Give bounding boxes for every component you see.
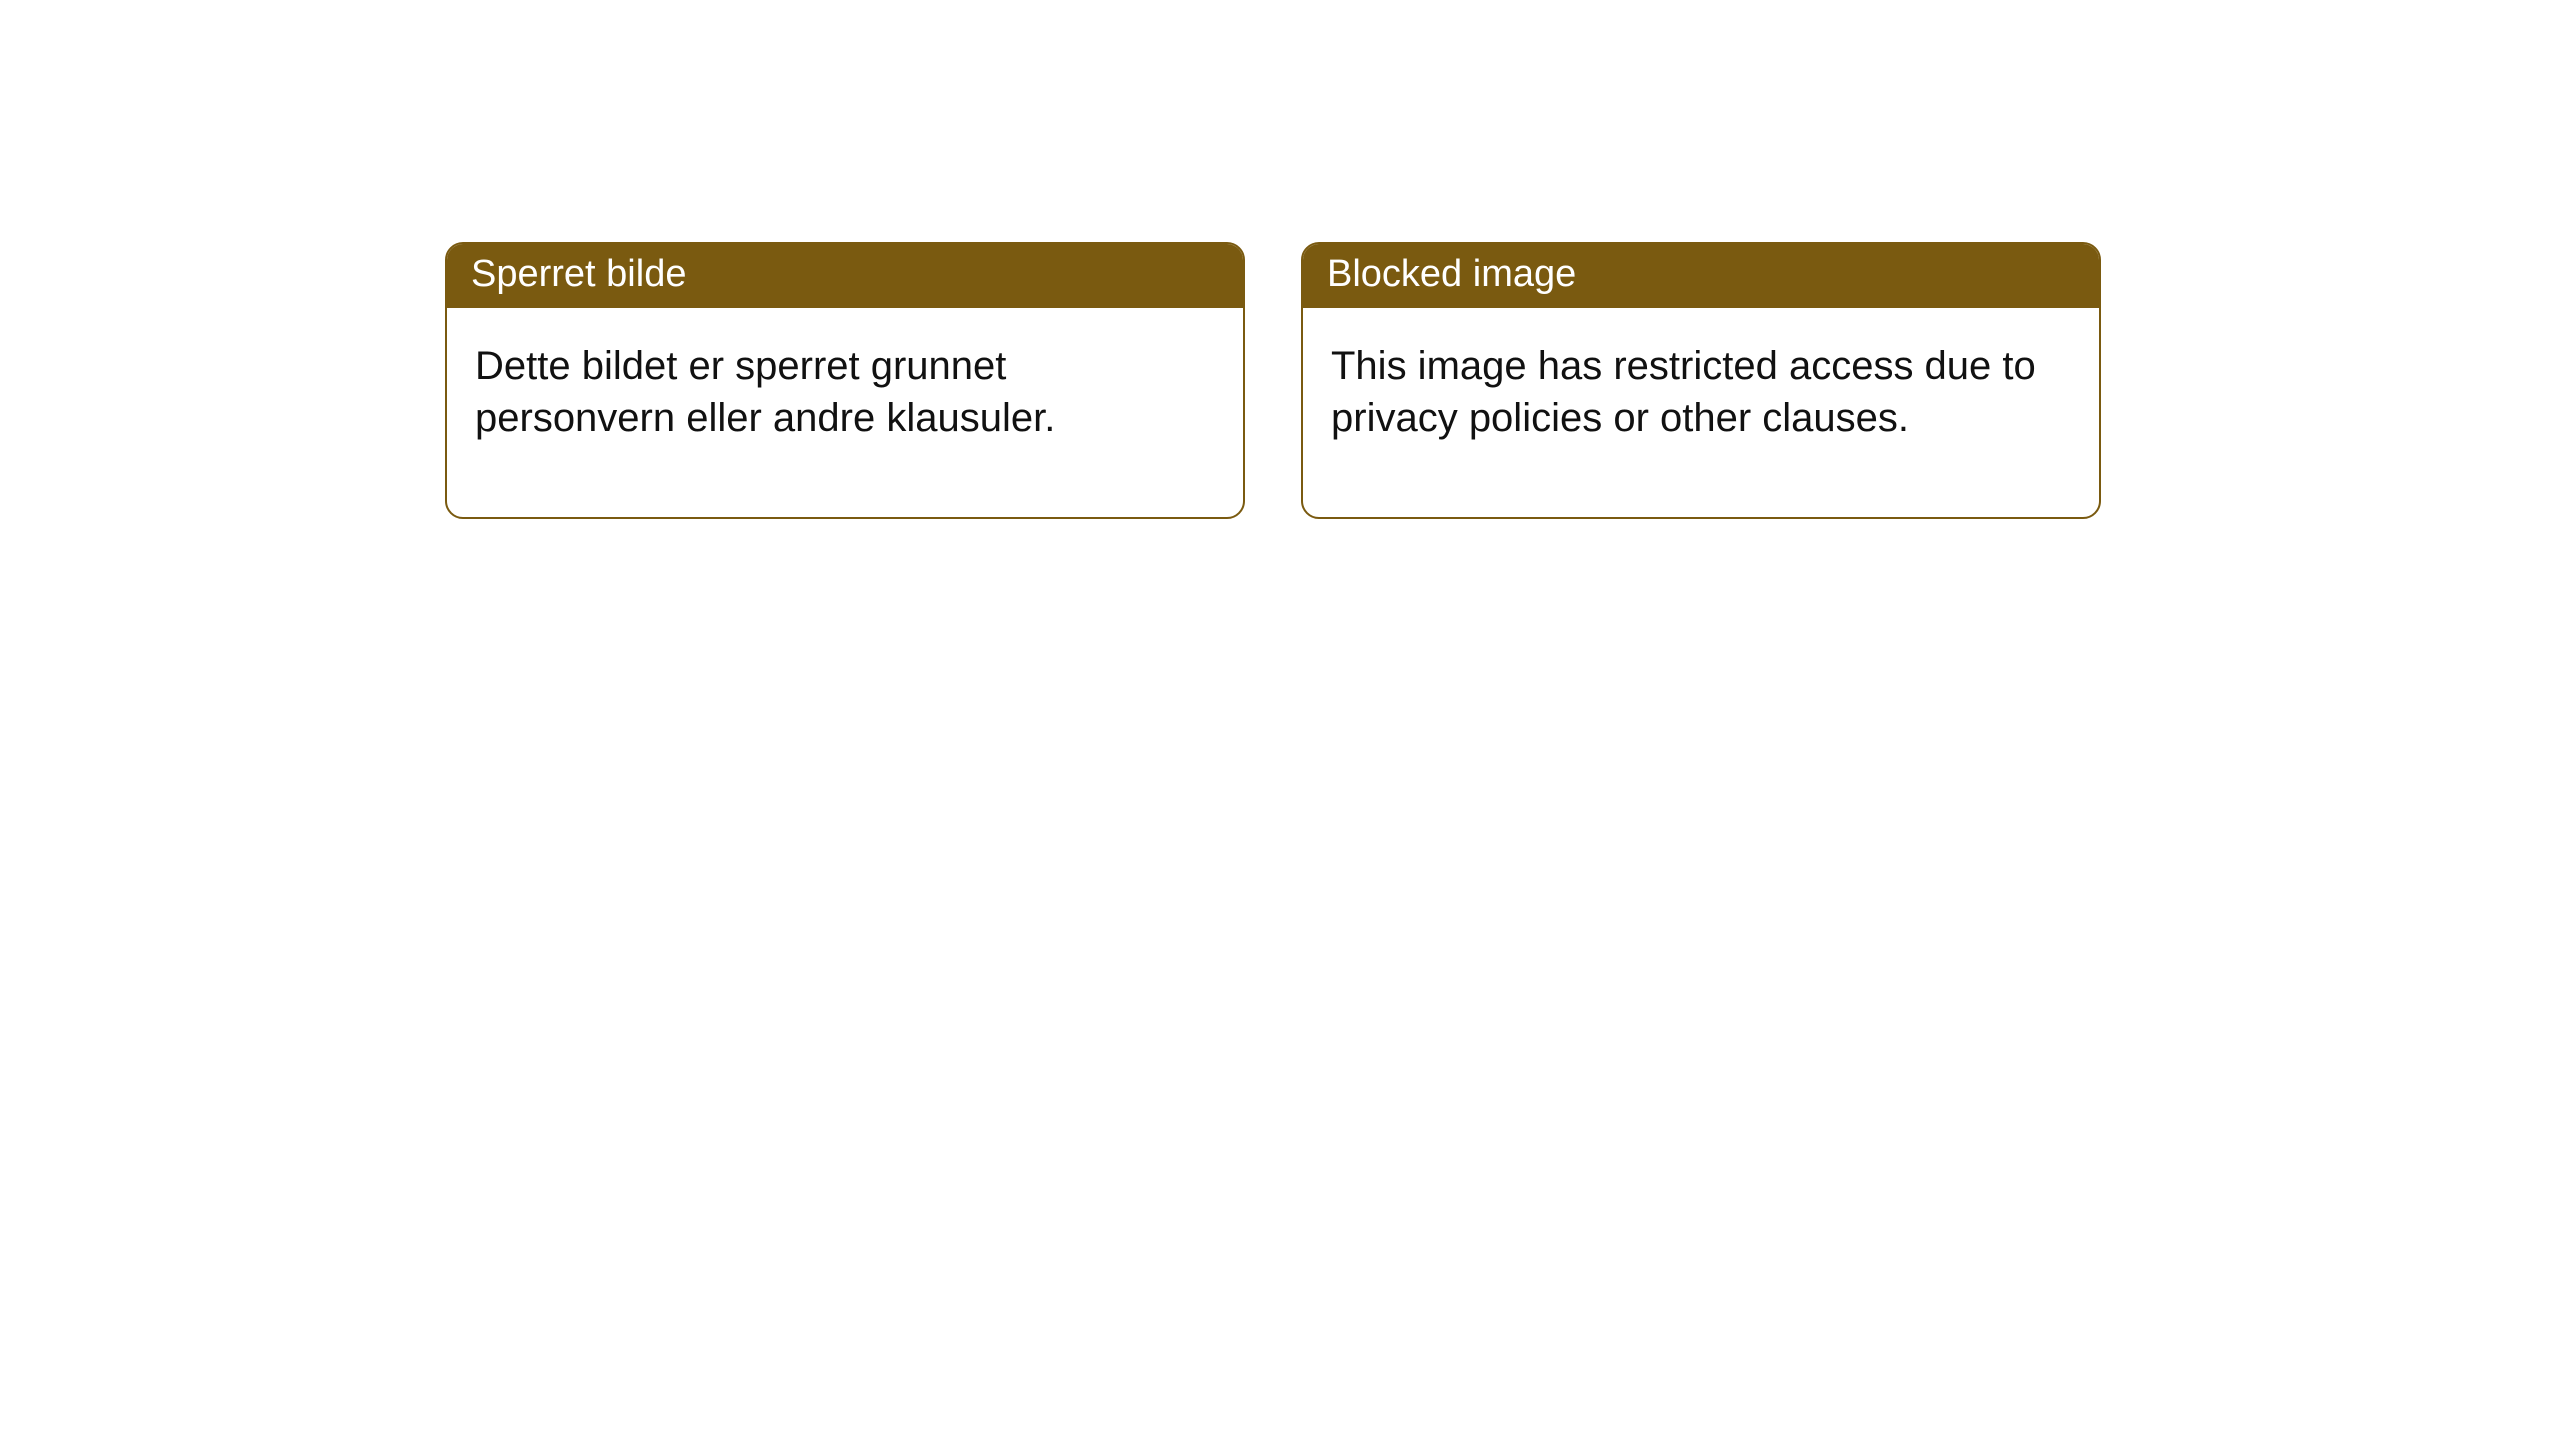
notice-card-body: This image has restricted access due to … bbox=[1303, 308, 2099, 518]
notice-cards-row: Sperret bilde Dette bildet er sperret gr… bbox=[0, 0, 2560, 519]
notice-card-body: Dette bildet er sperret grunnet personve… bbox=[447, 308, 1243, 518]
notice-card-title: Sperret bilde bbox=[447, 244, 1243, 308]
notice-card-title: Blocked image bbox=[1303, 244, 2099, 308]
notice-card-en: Blocked image This image has restricted … bbox=[1301, 242, 2101, 519]
notice-card-no: Sperret bilde Dette bildet er sperret gr… bbox=[445, 242, 1245, 519]
